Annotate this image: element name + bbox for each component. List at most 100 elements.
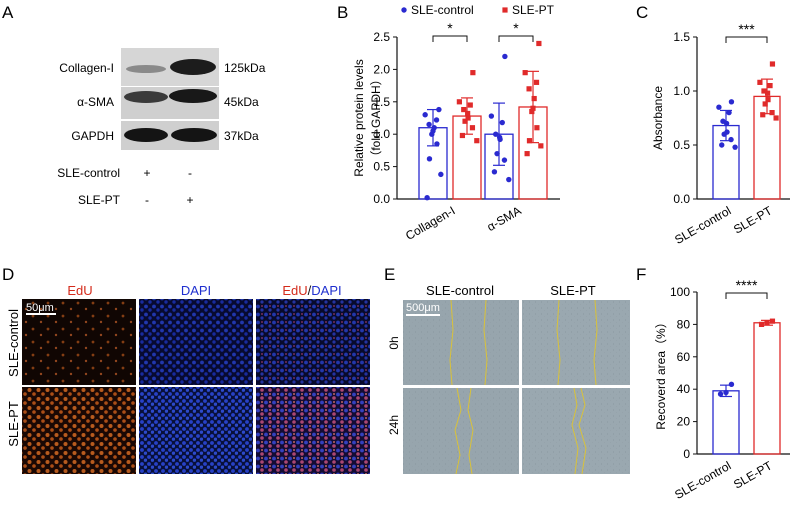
image-wound-pt-0h-cells	[522, 300, 630, 385]
pt-0-point	[459, 132, 466, 139]
image-merge-control-cells	[256, 299, 370, 385]
row-label-control: SLE-control	[6, 309, 21, 377]
control-0-point	[438, 171, 444, 178]
image-wound-control-24h-cells	[403, 388, 519, 474]
y-tick-label: 60	[677, 350, 691, 364]
panel-f-label: F	[636, 265, 646, 284]
row-label-0h: 0h	[387, 336, 401, 349]
pt-point	[760, 112, 766, 118]
y-axis-label: Absorbance	[651, 86, 665, 150]
y-tick-label: 0.5	[673, 138, 690, 152]
wound-edge-pt-0h-right	[593, 299, 598, 386]
pt-0-point	[465, 110, 471, 117]
pt-1-point	[529, 108, 535, 115]
control-point	[723, 120, 730, 127]
image-wound-pt-24h-cells	[522, 388, 630, 474]
y-tick-label: 0.0	[373, 192, 390, 206]
control-point	[732, 144, 738, 150]
panel-a: A Collagen-I 125kDa α-SMA 45kDa GAPDH 37…	[2, 3, 266, 207]
control-point	[716, 104, 722, 110]
legend-marker-pt	[502, 7, 508, 13]
wound-edge-control-0h-left	[449, 299, 454, 386]
control-bar	[712, 390, 740, 455]
y-axis-label: Recoverd area（%）	[654, 316, 668, 429]
col-title-merge-edu: EdU	[282, 283, 307, 298]
pt-0-point	[469, 125, 476, 131]
significance-label: *	[447, 20, 453, 36]
image-merge-pt-cells	[256, 387, 370, 474]
band-name-asma: α-SMA	[77, 95, 114, 109]
band-size-gapdh: 37kDa	[224, 129, 259, 143]
significance-label: ***	[738, 21, 755, 37]
pt-point	[757, 79, 763, 85]
control-0-point	[426, 156, 433, 162]
col-title-merge-sep: /	[308, 283, 312, 298]
panel-b: B 0.0 0.5 1.0 1.5 2.0 2.5 Relative protein lev…	[337, 3, 560, 243]
pt-0-point	[456, 99, 462, 105]
pt-point	[761, 88, 767, 94]
pt-point	[769, 61, 776, 67]
y-tick-label: 0.5	[373, 160, 390, 174]
blot-band-gapdh-lane2	[171, 128, 217, 142]
col-title-merge: EdU/DAPI	[282, 283, 341, 298]
control-1-point	[501, 157, 508, 163]
wound-edge-pt-24h-left	[571, 387, 579, 475]
pt-1-point	[534, 125, 540, 131]
pt-0-point	[474, 138, 480, 144]
group-name-pt: SLE-PT	[78, 193, 121, 207]
control-0-point	[429, 131, 435, 137]
control-1-point	[502, 53, 508, 60]
pt-1-point	[538, 143, 544, 149]
col-title-dapi: DAPI	[181, 283, 211, 298]
significance-label: *	[513, 20, 519, 36]
control-0-point	[434, 141, 440, 147]
blot-band-asma-lane1	[124, 91, 168, 103]
pt-point	[765, 97, 771, 103]
wound-edge-pt-0h-left	[556, 299, 561, 386]
image-dapi-control-cells	[139, 299, 253, 385]
image-edu-pt-cells	[22, 387, 136, 474]
chart-b: 0.0 0.5 1.0 1.5 2.0 2.5 Relative protein level…	[352, 3, 560, 243]
y-axis-label: Relative protein levels	[352, 59, 366, 176]
image-dapi-pt-cells	[139, 387, 253, 474]
control-1-point	[506, 176, 512, 183]
panel-b-label: B	[337, 3, 348, 22]
wound-edge-control-24h-left	[454, 387, 462, 475]
control-1-point	[497, 136, 503, 143]
scale-bar-label-e: 500μm	[406, 302, 440, 314]
control-point	[717, 391, 724, 397]
band-name-collagen: Collagen-I	[59, 61, 114, 75]
significance-bracket	[432, 35, 468, 42]
band-name-gapdh: GAPDH	[71, 129, 114, 143]
panel-c-label: C	[636, 3, 648, 22]
panel-f: F 0 20 40 60 80 100 Recoverd area（%） SLE-contro…	[636, 265, 790, 502]
pt-1-point	[533, 79, 540, 85]
col-title-control: SLE-control	[426, 283, 494, 298]
wound-edge-control-24h-right	[467, 387, 474, 475]
y-tick-label: 40	[677, 382, 691, 396]
col-title-merge-dapi: DAPI	[311, 283, 341, 298]
y-tick-label: 1.0	[373, 127, 390, 141]
pt-point	[769, 110, 775, 116]
control-point	[721, 131, 727, 137]
pt-0-point	[467, 102, 473, 108]
control-1-point	[488, 113, 495, 119]
significance-bracket	[498, 35, 534, 42]
col-title-edu: EdU	[67, 283, 92, 298]
x-tick-label: SLE-PT	[731, 203, 775, 236]
control-1-point	[491, 169, 498, 175]
blot-band-collagen-lane2	[170, 59, 216, 75]
pt-1-point	[531, 95, 537, 102]
col-title-pt: SLE-PT	[550, 283, 596, 298]
pt-1-point	[524, 151, 530, 157]
control-point	[728, 381, 735, 388]
wound-edge-control-0h-right	[483, 299, 488, 386]
x-tick-label: Collagen-I	[403, 203, 457, 242]
pt-0-point	[462, 118, 468, 124]
y-tick-label: 0	[683, 447, 690, 461]
y-tick-label: 100	[670, 285, 690, 299]
legend-label-pt: SLE-PT	[512, 3, 555, 17]
pt-1-point	[522, 70, 528, 76]
